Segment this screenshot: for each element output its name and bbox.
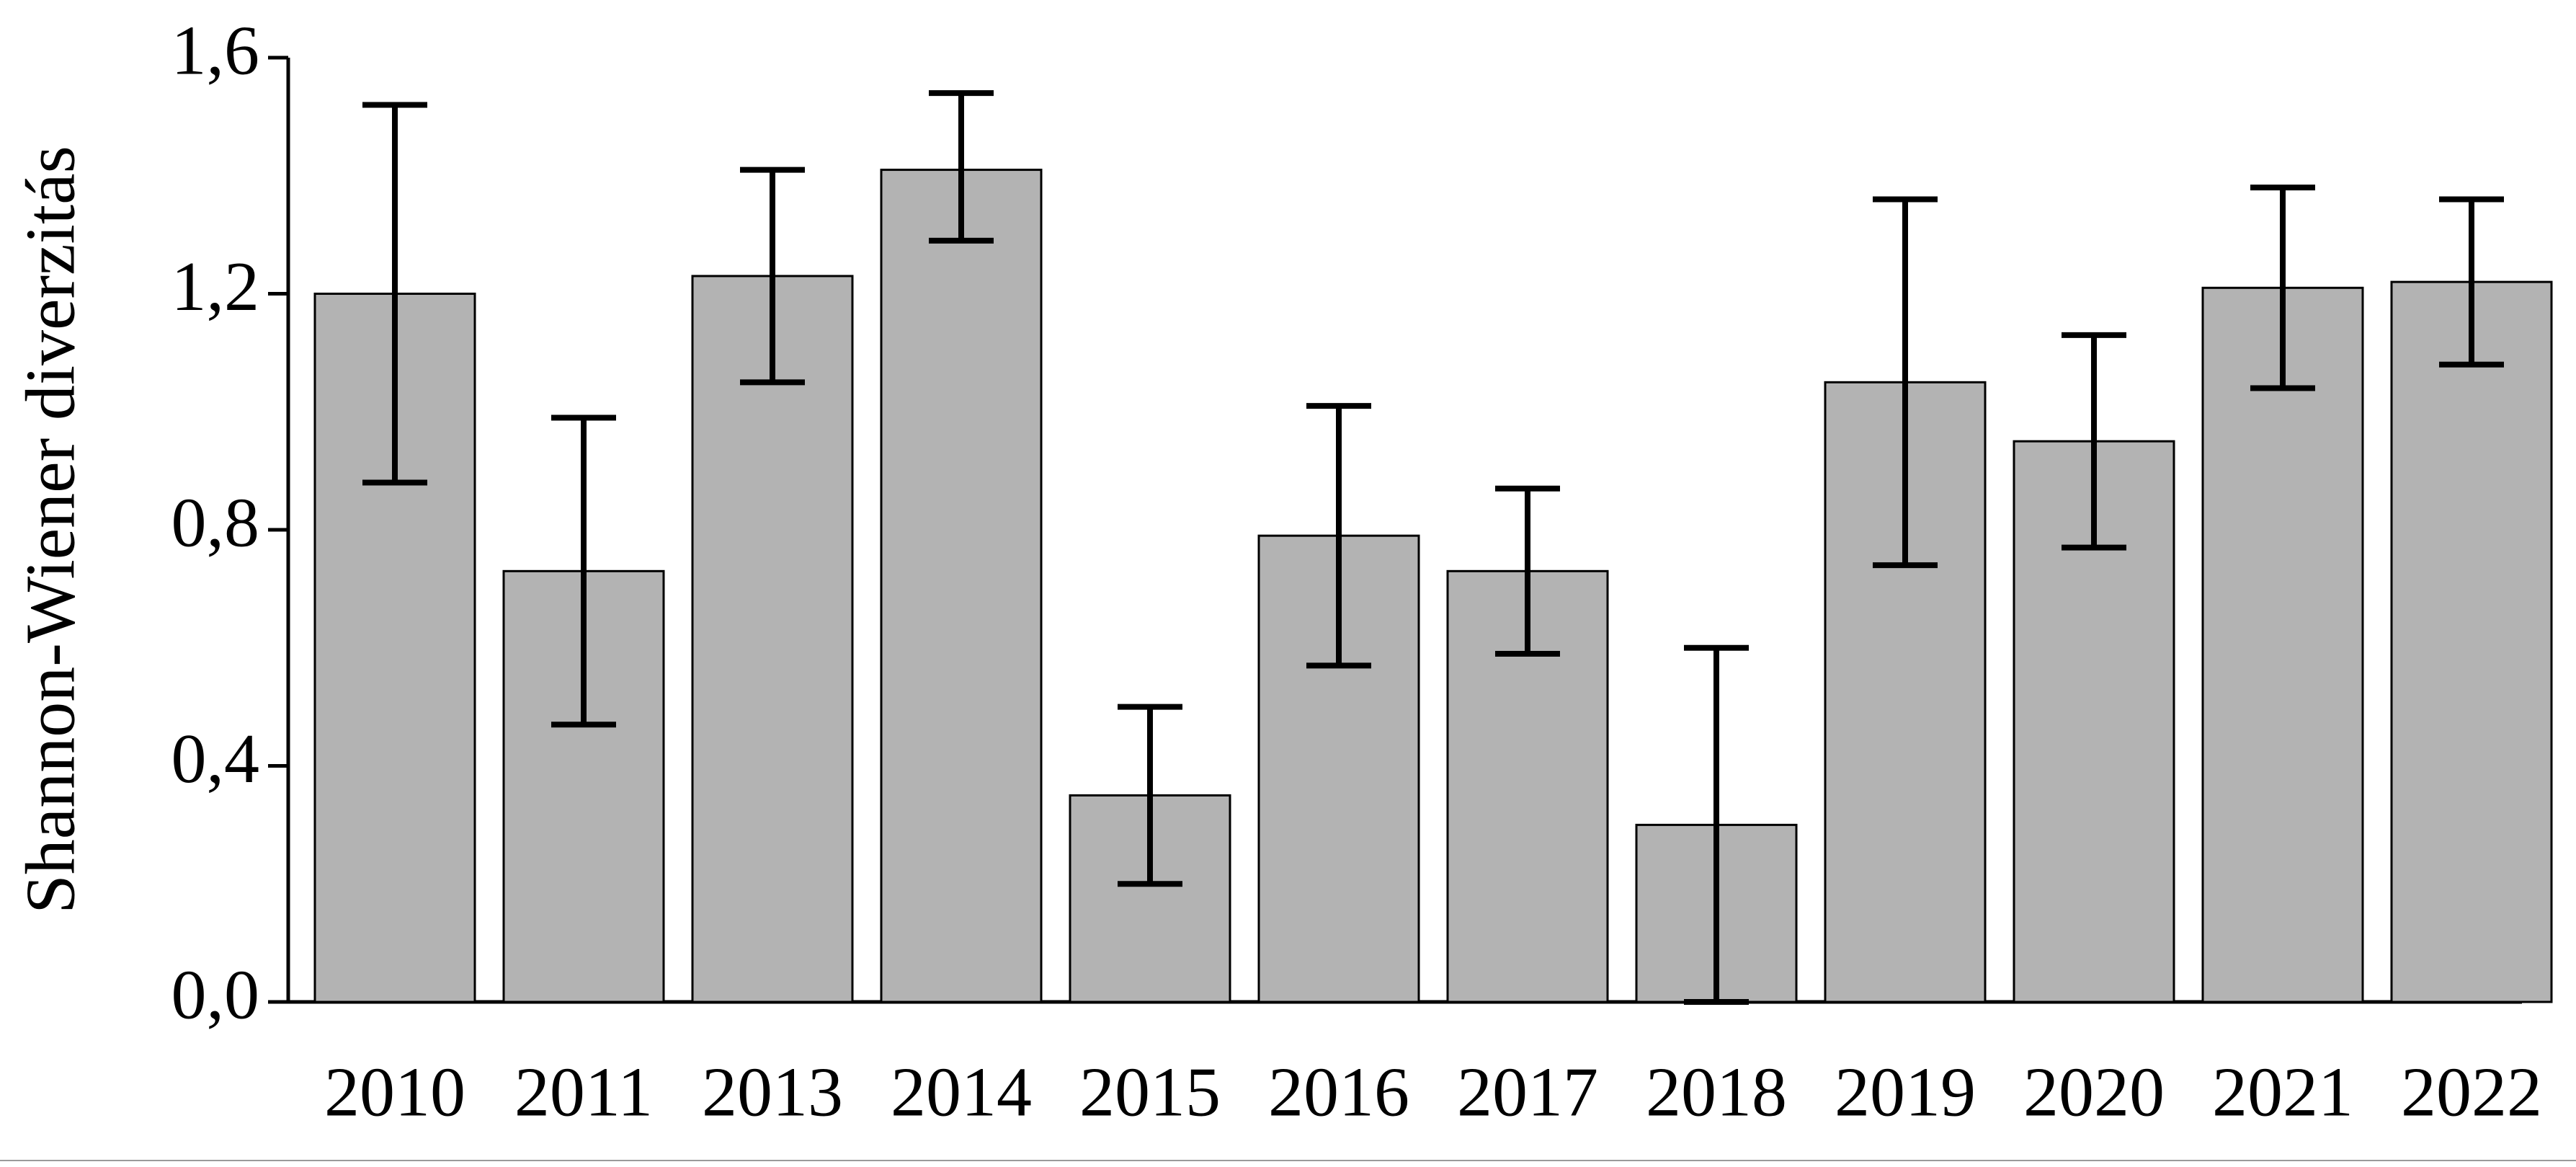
x-tick-label: 2010 xyxy=(324,1053,465,1131)
y-tick-label: 1,2 xyxy=(171,248,260,326)
x-tick-label: 2013 xyxy=(702,1053,843,1131)
x-tick-label: 2015 xyxy=(1079,1053,1221,1131)
bar xyxy=(2392,282,2552,1002)
bar xyxy=(2203,288,2363,1002)
x-tick-label: 2020 xyxy=(2023,1053,2165,1131)
x-tick-label: 2016 xyxy=(1268,1053,1409,1131)
chart-svg: 0,0 0,4 0,8 1,2 1,6 Shannon-Wiener diverzitás… xyxy=(0,0,2576,1167)
y-tick-label: 0,8 xyxy=(171,484,260,562)
y-tick-label: 0,0 xyxy=(171,956,260,1034)
x-tick-label: 2011 xyxy=(514,1053,653,1131)
x-tick-label: 2019 xyxy=(1835,1053,1976,1131)
x-tick-label: 2017 xyxy=(1457,1053,1598,1131)
y-axis-label: Shannon-Wiener diverzitás xyxy=(12,146,89,914)
bar-chart: 0,0 0,4 0,8 1,2 1,6 Shannon-Wiener diverzitás… xyxy=(0,0,2576,1167)
bar xyxy=(881,170,1041,1002)
y-tick-label: 1,6 xyxy=(171,12,260,89)
x-tick-label: 2018 xyxy=(1646,1053,1787,1131)
y-tick-label: 0,4 xyxy=(171,720,260,798)
x-tick-label: 2021 xyxy=(2212,1053,2353,1131)
x-tick-label: 2022 xyxy=(2401,1053,2542,1131)
x-tick-label: 2014 xyxy=(891,1053,1032,1131)
